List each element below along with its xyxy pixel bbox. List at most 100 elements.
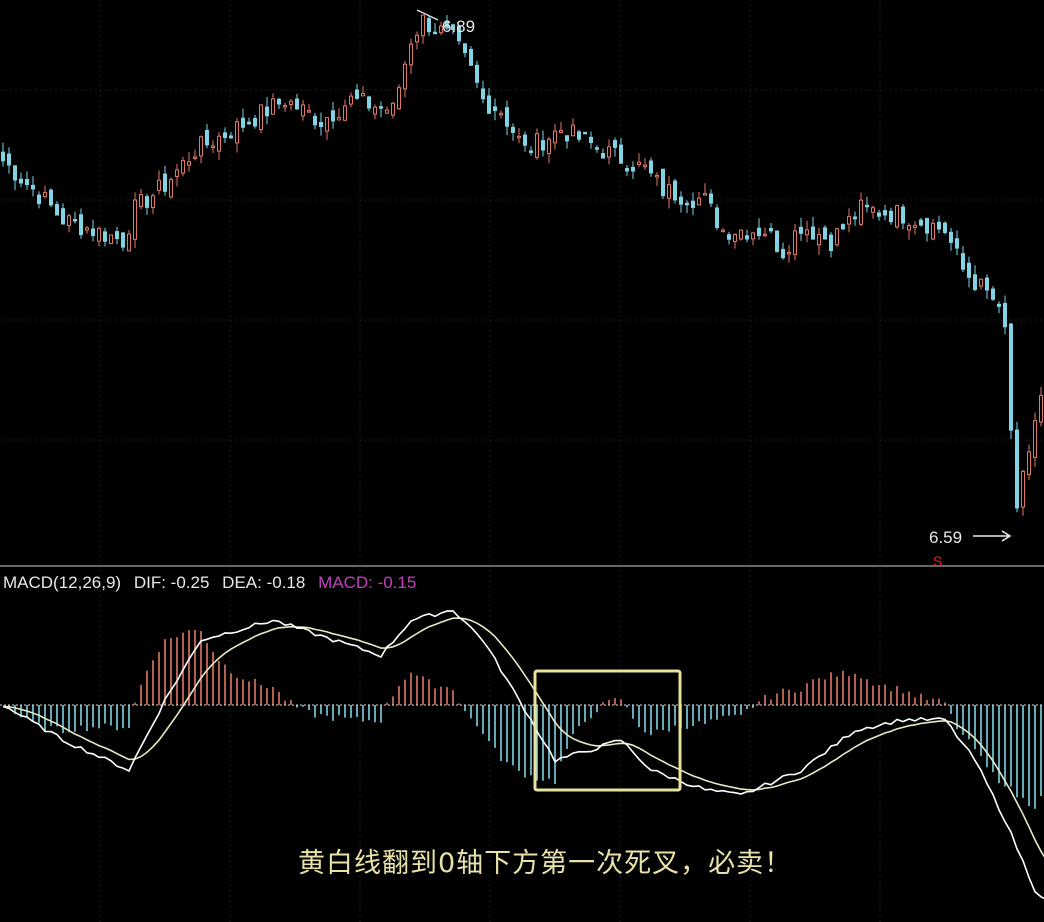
candle-down — [319, 121, 323, 127]
candle-up — [751, 232, 755, 240]
candle-up — [325, 117, 329, 132]
candle-up — [373, 106, 377, 115]
candle-down — [247, 121, 251, 125]
candle-up — [391, 102, 395, 116]
candle-down — [523, 134, 527, 146]
candle-up — [607, 146, 611, 158]
candle-up — [637, 161, 641, 166]
candle-up — [289, 100, 293, 105]
candle-up — [343, 105, 347, 121]
candle-down — [37, 194, 41, 205]
candle-down — [469, 48, 473, 66]
candle-up — [1027, 451, 1031, 475]
candle-down — [613, 140, 617, 148]
candle-down — [13, 165, 17, 181]
candle-down — [883, 210, 887, 216]
candle-up — [337, 117, 341, 121]
candle-down — [619, 144, 623, 164]
candle-up — [217, 135, 221, 152]
candle-down — [427, 18, 431, 33]
candle-down — [367, 96, 371, 109]
candle-up — [97, 227, 101, 242]
candle-down — [865, 204, 869, 208]
dif-value: DIF: -0.25 — [134, 573, 210, 592]
candle-up — [499, 112, 503, 116]
candle-up — [169, 179, 173, 198]
candle-up — [259, 104, 263, 131]
candle-down — [115, 231, 119, 240]
candle-up — [553, 130, 557, 144]
macd-value: MACD: -0.15 — [318, 573, 416, 592]
candle-up — [979, 278, 983, 287]
candle-down — [799, 226, 803, 234]
candle-down — [487, 95, 491, 114]
candle-down — [595, 147, 599, 150]
candle-up — [361, 92, 365, 97]
candle-down — [769, 227, 773, 232]
candle-down — [1, 151, 5, 162]
candle-down — [709, 193, 713, 204]
low-arrow — [973, 530, 1012, 542]
low-label: 6.59 — [929, 528, 962, 547]
candle-down — [601, 153, 605, 159]
candle-down — [775, 230, 779, 252]
candle-down — [31, 184, 35, 190]
candle-up — [859, 199, 863, 225]
candle-up — [109, 234, 113, 245]
candle-down — [331, 110, 335, 122]
candle-up — [655, 174, 659, 178]
candle-down — [223, 132, 227, 138]
candle-down — [811, 226, 815, 240]
candle-down — [55, 204, 59, 216]
candle-down — [79, 214, 83, 236]
candle-up — [235, 121, 239, 144]
candle-down — [853, 216, 857, 220]
candle-down — [253, 117, 257, 127]
candle-up — [703, 193, 707, 196]
candle-down — [691, 200, 695, 208]
candle-down — [121, 232, 125, 248]
candle-up — [283, 104, 287, 108]
candle-down — [589, 136, 593, 143]
candle-down — [715, 207, 719, 228]
candle-up — [385, 109, 389, 114]
candle-down — [277, 98, 281, 105]
candle-up — [409, 43, 413, 66]
candle-up — [805, 229, 809, 236]
candle-down — [919, 219, 923, 226]
annotation-text: 黄白线翻到0轴下方第一次死叉，必卖！ — [298, 848, 792, 879]
candle-up — [151, 195, 155, 208]
candle-down — [241, 117, 245, 128]
candle-up — [271, 98, 275, 115]
candle-down — [313, 115, 317, 126]
dif-line — [2, 610, 1044, 900]
candle-up — [193, 156, 197, 160]
candle-up — [817, 234, 821, 246]
high-label: 6.89 — [442, 17, 475, 36]
candle-down — [949, 231, 953, 243]
candle-down — [493, 106, 497, 112]
candle-down — [673, 180, 677, 201]
candle-up — [67, 215, 71, 227]
candle-up — [1039, 395, 1043, 423]
candle-up — [1033, 420, 1037, 458]
candle-down — [1015, 429, 1019, 509]
candle-up — [931, 222, 935, 240]
candle-down — [877, 212, 881, 217]
candle-down — [679, 196, 683, 205]
candle-down — [943, 222, 947, 233]
candle-down — [577, 131, 581, 140]
candle-down — [463, 43, 467, 54]
candle-up — [397, 87, 401, 110]
candle-down — [49, 189, 53, 206]
candle-down — [973, 274, 977, 290]
candle-down — [7, 153, 11, 166]
candle-down — [955, 238, 959, 249]
candle-down — [25, 179, 29, 186]
candle-down — [91, 228, 95, 236]
candle-up — [907, 225, 911, 231]
candle-down — [19, 178, 23, 184]
candle-down — [997, 303, 1001, 307]
candle-down — [229, 135, 233, 139]
